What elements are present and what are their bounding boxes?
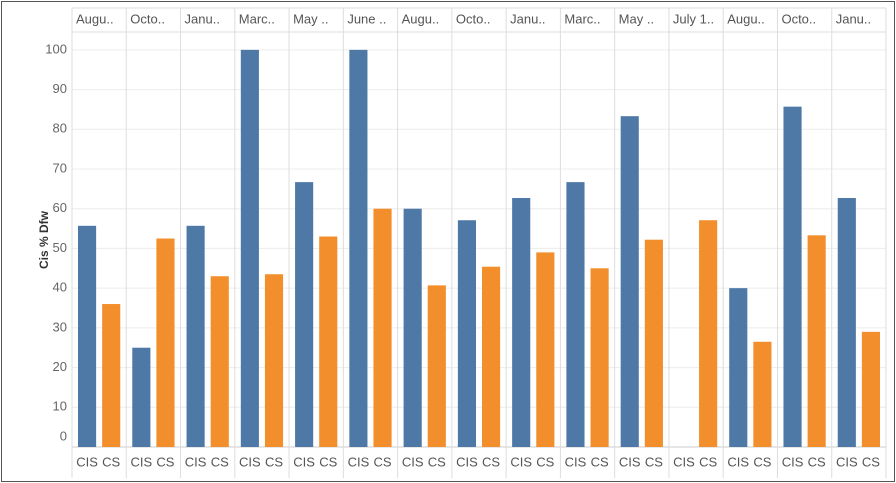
bar bbox=[729, 288, 748, 447]
x-tick-label: CIS bbox=[293, 454, 315, 469]
x-tick-label: CIS bbox=[782, 454, 804, 469]
x-tick-label: CIS bbox=[673, 454, 695, 469]
x-tick-label: CIS bbox=[565, 454, 587, 469]
y-tick-label: 40 bbox=[53, 280, 67, 295]
y-tick-label: 100 bbox=[45, 41, 67, 56]
column-header: Janu.. bbox=[510, 11, 545, 26]
x-tick-label: CIS bbox=[836, 454, 858, 469]
x-tick-label: CS bbox=[536, 454, 554, 469]
y-tick-label: 90 bbox=[53, 81, 67, 96]
x-tick-label: CS bbox=[102, 454, 120, 469]
y-tick-label: 70 bbox=[53, 160, 67, 175]
x-tick-label: CS bbox=[862, 454, 880, 469]
bar bbox=[590, 268, 609, 447]
bar bbox=[78, 225, 97, 447]
y-tick-label: 0 bbox=[60, 428, 67, 443]
bar bbox=[156, 238, 175, 447]
x-tick-label: CS bbox=[374, 454, 392, 469]
x-tick-label: CIS bbox=[76, 454, 98, 469]
x-tick-label: CIS bbox=[130, 454, 152, 469]
bar bbox=[566, 182, 585, 447]
x-tick-label: CS bbox=[265, 454, 283, 469]
bar bbox=[264, 274, 284, 447]
bar bbox=[620, 116, 639, 447]
bar bbox=[783, 106, 802, 448]
bar bbox=[319, 236, 338, 447]
column-header: May .. bbox=[293, 11, 328, 26]
bar bbox=[186, 225, 205, 447]
y-tick-label: 60 bbox=[53, 200, 67, 215]
column-header: May .. bbox=[619, 11, 654, 26]
x-tick-label: CS bbox=[753, 454, 771, 469]
column-header: Augu.. bbox=[76, 11, 114, 26]
bar bbox=[295, 182, 314, 447]
bar bbox=[373, 208, 392, 447]
y-tick-label: 10 bbox=[53, 399, 67, 414]
y-tick-label: 20 bbox=[53, 359, 67, 374]
bar bbox=[102, 304, 121, 447]
x-tick-label: CIS bbox=[456, 454, 478, 469]
bar bbox=[536, 252, 555, 447]
x-tick-label: CS bbox=[591, 454, 609, 469]
column-header: Octo.. bbox=[456, 11, 491, 26]
bar bbox=[753, 341, 772, 447]
column-header: Marc.. bbox=[239, 11, 275, 26]
column-header: Octo.. bbox=[781, 11, 816, 26]
bar bbox=[482, 266, 501, 447]
bar bbox=[457, 220, 476, 447]
bar bbox=[210, 276, 229, 447]
bar bbox=[403, 208, 422, 447]
column-header: Augu.. bbox=[727, 11, 765, 26]
column-header: Marc.. bbox=[564, 11, 600, 26]
bar bbox=[861, 331, 880, 447]
bar bbox=[132, 347, 151, 447]
x-tick-label: CIS bbox=[727, 454, 749, 469]
y-tick-label: 30 bbox=[53, 319, 67, 334]
x-tick-label: CIS bbox=[348, 454, 370, 469]
x-tick-label: CS bbox=[699, 454, 717, 469]
bar bbox=[349, 49, 368, 447]
column-header: June .. bbox=[347, 11, 386, 26]
x-tick-label: CS bbox=[156, 454, 174, 469]
x-tick-label: CIS bbox=[402, 454, 424, 469]
y-axis-title: Cis % Dfw bbox=[37, 210, 51, 269]
y-tick-label: 50 bbox=[53, 240, 67, 255]
column-header: Augu.. bbox=[402, 11, 440, 26]
x-tick-label: CS bbox=[211, 454, 229, 469]
bar bbox=[807, 235, 826, 447]
x-tick-label: CIS bbox=[185, 454, 207, 469]
column-header: Janu.. bbox=[185, 11, 220, 26]
x-tick-label: CS bbox=[319, 454, 337, 469]
bar bbox=[699, 220, 718, 447]
x-tick-label: CS bbox=[482, 454, 500, 469]
column-header: Octo.. bbox=[130, 11, 165, 26]
x-tick-label: CIS bbox=[510, 454, 532, 469]
bar bbox=[837, 198, 856, 447]
column-header: Janu.. bbox=[836, 11, 871, 26]
bar bbox=[644, 239, 663, 447]
x-tick-label: CIS bbox=[239, 454, 261, 469]
y-tick-label: 80 bbox=[53, 121, 67, 136]
bar bbox=[427, 285, 446, 447]
x-tick-label: CS bbox=[428, 454, 446, 469]
bar bbox=[240, 49, 259, 447]
x-tick-label: CS bbox=[808, 454, 826, 469]
x-tick-label: CIS bbox=[619, 454, 641, 469]
column-header: July 1.. bbox=[673, 11, 714, 26]
bar bbox=[512, 198, 531, 447]
x-tick-label: CS bbox=[645, 454, 663, 469]
